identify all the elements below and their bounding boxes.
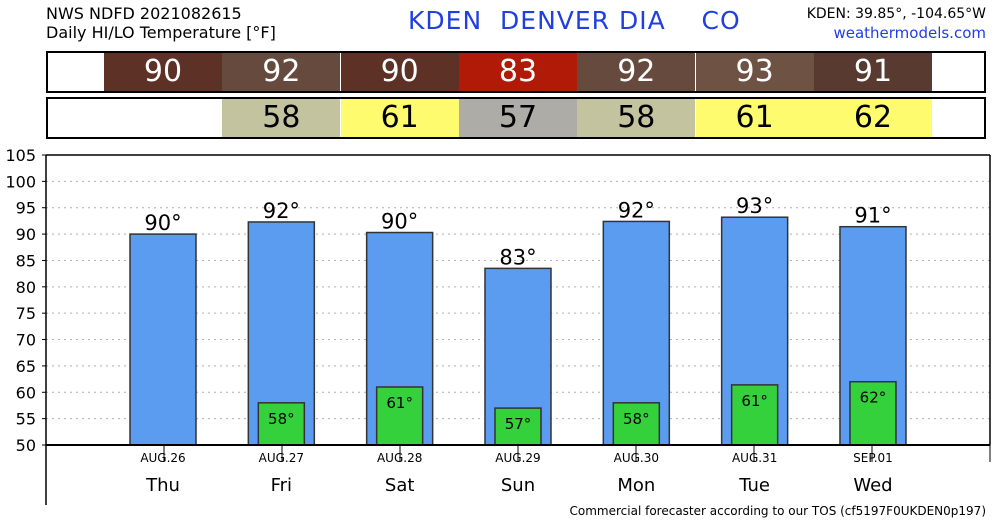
y-tick-label: 65 bbox=[16, 357, 36, 376]
day-label: Sat bbox=[385, 475, 415, 496]
header-left: NWS NDFD 2021082615 Daily HI/LO Temperat… bbox=[46, 4, 276, 42]
hi-bar bbox=[129, 233, 197, 446]
y-tick-label: 95 bbox=[16, 199, 36, 218]
site-link[interactable]: weathermodels.com bbox=[833, 24, 986, 42]
lo-bar-label: 61° bbox=[741, 392, 768, 410]
lo-temperature-row: 58 61 57 58 61 62 bbox=[46, 97, 986, 139]
hi-temp-cell-3: 83 bbox=[458, 53, 577, 91]
day-label: Wed bbox=[853, 475, 892, 496]
product-label: Daily HI/LO Temperature [°F] bbox=[46, 23, 276, 42]
footer-note: Commercial forecaster according to our T… bbox=[569, 504, 986, 518]
lo-temp-cell-3: 57 bbox=[458, 99, 577, 137]
date-label: AUG.29 bbox=[495, 451, 540, 465]
lo-bar-label: 58° bbox=[623, 410, 650, 428]
y-tick-label: 60 bbox=[16, 383, 36, 402]
hi-temp-cell-4: 92 bbox=[577, 53, 696, 91]
date-label: AUG.27 bbox=[259, 451, 304, 465]
lo-bar-label: 58° bbox=[268, 410, 295, 428]
header-right: KDEN: 39.85°, -104.65°W weathermodels.co… bbox=[807, 5, 986, 43]
day-label: Tue bbox=[738, 475, 770, 496]
date-label: AUG.30 bbox=[614, 451, 659, 465]
y-tick-label: 50 bbox=[16, 436, 36, 455]
hi-temp-cell-2: 90 bbox=[340, 53, 459, 91]
lo-bar bbox=[730, 384, 779, 446]
day-label: Sun bbox=[501, 475, 535, 496]
y-tick-label: 105 bbox=[5, 146, 36, 165]
station-title: KDEN DENVER DIA CO bbox=[408, 6, 741, 35]
lo-bar-label: 61° bbox=[386, 394, 413, 412]
lo-bar-label: 62° bbox=[860, 389, 887, 407]
hi-bar-label: 92° bbox=[263, 199, 300, 223]
y-tick-label: 90 bbox=[16, 225, 36, 244]
temperature-chart: 50 55 60 65 70 75 80 85 90 95 100 105 90° 92° 58° 90° 61… bbox=[5, 146, 991, 505]
hi-temp-cell-6: 91 bbox=[813, 53, 932, 91]
lo-temp-cell-2: 61 bbox=[340, 99, 459, 137]
hi-temperature-row: 90 92 90 83 92 93 91 bbox=[46, 51, 986, 93]
hi-bar-label: 90° bbox=[144, 211, 181, 235]
lo-temp-cell-5: 61 bbox=[695, 99, 814, 137]
lo-bar-label: 57° bbox=[505, 415, 532, 433]
hi-temp-cell-5: 93 bbox=[695, 53, 814, 91]
y-tick-label: 55 bbox=[16, 410, 36, 429]
date-label: AUG.28 bbox=[377, 451, 422, 465]
hi-temp-cell-0: 90 bbox=[104, 53, 222, 91]
hi-bar-label: 93° bbox=[736, 194, 773, 218]
station-coords: KDEN: 39.85°, -104.65°W bbox=[806, 6, 986, 22]
lo-temp-cell-1: 58 bbox=[222, 99, 341, 137]
hi-bar-label: 90° bbox=[381, 210, 418, 234]
day-label: Thu bbox=[145, 475, 180, 496]
hi-temp-cell-1: 92 bbox=[222, 53, 341, 91]
y-tick-label: 80 bbox=[16, 278, 36, 297]
lo-bar bbox=[257, 402, 306, 446]
hi-bar-label: 83° bbox=[499, 245, 536, 269]
y-tick-label: 70 bbox=[16, 331, 36, 350]
y-tick-label: 85 bbox=[16, 251, 36, 270]
day-label: Mon bbox=[617, 475, 655, 496]
date-label: AUG.31 bbox=[732, 451, 777, 465]
hi-bar-label: 92° bbox=[618, 198, 655, 222]
y-tick-label: 100 bbox=[5, 172, 36, 191]
model-run-label: NWS NDFD 2021082615 bbox=[46, 4, 242, 23]
day-label: Fri bbox=[271, 475, 292, 496]
date-label: SEP.01 bbox=[853, 451, 893, 465]
hi-bar-label: 91° bbox=[854, 204, 891, 228]
lo-temp-cell-6: 62 bbox=[813, 99, 932, 137]
date-label: AUG.26 bbox=[140, 451, 185, 465]
y-tick-label: 75 bbox=[16, 304, 36, 323]
lo-temp-cell-4: 58 bbox=[577, 99, 696, 137]
